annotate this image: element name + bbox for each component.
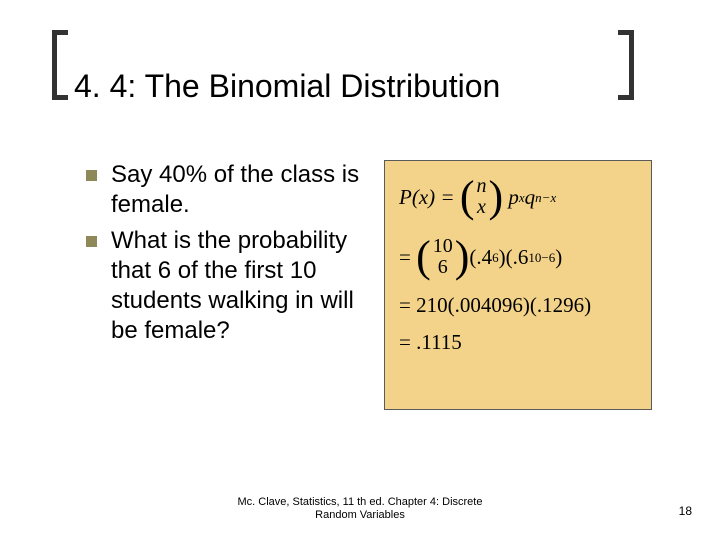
formula-exp: 10−6 [528, 251, 555, 264]
formula-p: p [508, 185, 519, 209]
footer-line: Mc. Clave, Statistics, 11 th ed. Chapter… [0, 496, 720, 509]
bullet-text: What is the probability that 6 of the fi… [111, 226, 364, 346]
content-region: Say 40% of the class is female. What is … [86, 160, 656, 410]
binom-top: n [476, 176, 486, 197]
formula-line-3: = 210(.004096)(.1296) [399, 295, 637, 316]
list-item: What is the probability that 6 of the fi… [86, 226, 364, 346]
binom-bottom: x [477, 197, 486, 218]
bullet-text: Say 40% of the class is female. [111, 160, 364, 220]
bullet-square-icon [86, 170, 97, 181]
slide-title: 4. 4: The Binomial Distribution [74, 68, 500, 105]
formula-term: (.4 [469, 247, 492, 268]
page-number: 18 [679, 504, 692, 518]
bullet-list: Say 40% of the class is female. What is … [86, 160, 364, 410]
binomial-coefficient: ( 10 6 ) [416, 235, 469, 279]
formula-term: )(.6 [499, 247, 529, 268]
bullet-square-icon [86, 236, 97, 247]
title-region: 4. 4: The Binomial Distribution [52, 48, 672, 118]
formula-panel: P(x) = ( n x ) p x qn−x = ( 10 6 ) [384, 160, 652, 410]
binom-top: 10 [433, 236, 453, 257]
formula-q-exp: n−x [535, 191, 556, 204]
list-item: Say 40% of the class is female. [86, 160, 364, 220]
formula-line-2: = ( 10 6 ) (.4 6 )(.610−6) [399, 235, 637, 279]
bracket-left-icon [52, 30, 72, 100]
formula-prefix: P(x) = [399, 187, 460, 208]
binomial-coefficient: ( n x ) [460, 175, 503, 219]
formula-line-1: P(x) = ( n x ) p x qn−x [399, 175, 637, 219]
formula-line-4: = .1115 [399, 332, 637, 353]
footer-citation: Mc. Clave, Statistics, 11 th ed. Chapter… [0, 496, 720, 522]
formula-term: ) [555, 247, 562, 268]
footer-line: Random Variables [0, 509, 720, 522]
binom-bottom: 6 [438, 257, 448, 278]
formula-q: q [525, 185, 536, 209]
equals-sign: = [399, 247, 411, 268]
bracket-right-icon [614, 30, 634, 100]
